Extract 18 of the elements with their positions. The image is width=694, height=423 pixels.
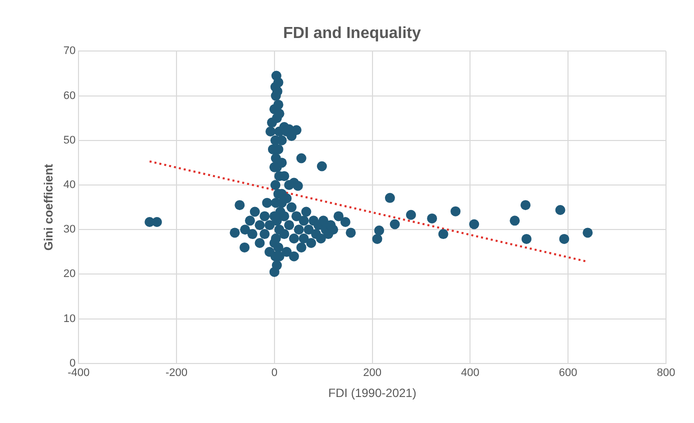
x-tick-label: 0 — [271, 367, 278, 380]
x-axis-title: FDI (1990-2021) — [328, 386, 416, 400]
x-tick-label: -400 — [68, 367, 90, 380]
y-tick-label: 20 — [63, 268, 76, 280]
y-tick-label: 70 — [63, 45, 76, 58]
y-axis-title: Gini coefficient — [42, 164, 56, 251]
x-tick-label: 200 — [363, 367, 382, 380]
chart-title: FDI and Inequality — [283, 25, 421, 42]
y-tick-label: 0 — [70, 357, 76, 370]
x-tick-label: 600 — [558, 367, 578, 380]
x-tick-label: -200 — [166, 367, 188, 380]
y-tick-label: 50 — [63, 134, 76, 146]
y-tick-label: 10 — [63, 312, 76, 325]
y-tick-label: 40 — [63, 179, 76, 192]
x-tick-label: 400 — [461, 367, 480, 380]
y-tick-label: 30 — [63, 224, 76, 236]
y-tick-label: 60 — [63, 90, 76, 102]
x-tick-label: 800 — [656, 367, 676, 380]
